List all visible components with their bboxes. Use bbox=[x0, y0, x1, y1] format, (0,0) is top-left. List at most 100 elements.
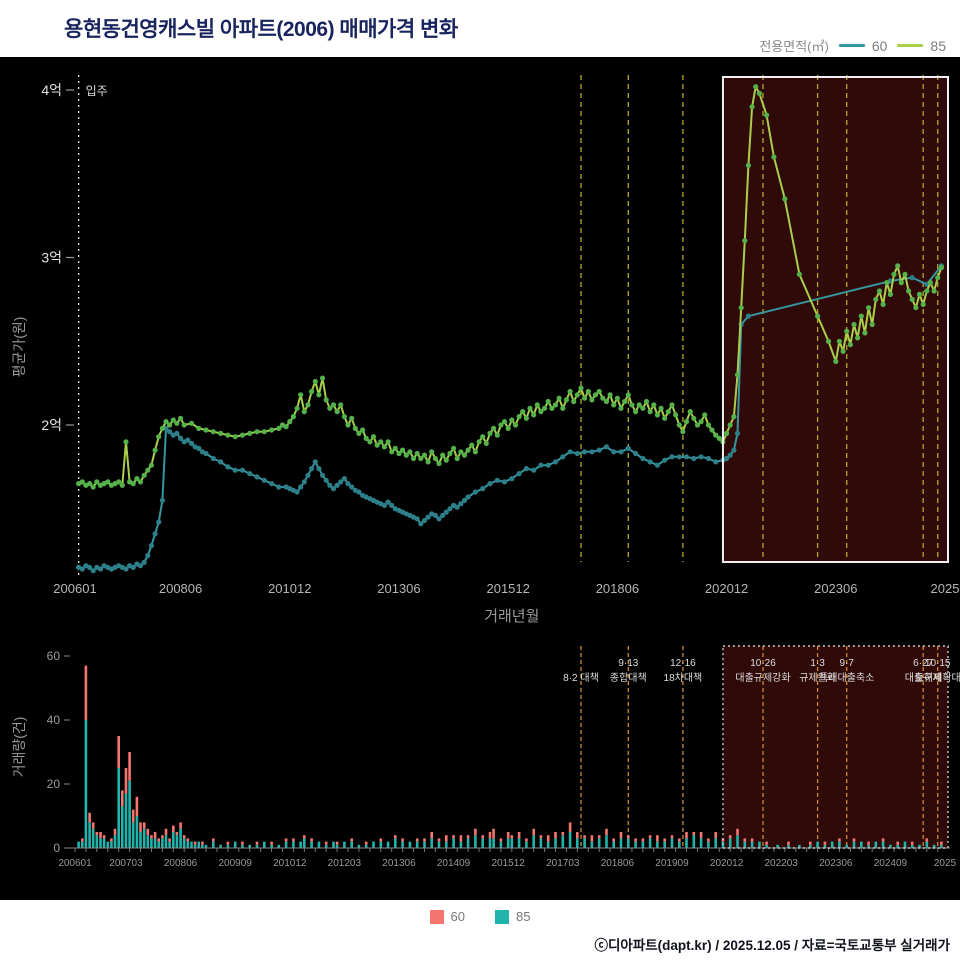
bar-85 bbox=[437, 841, 441, 848]
highlight-border bbox=[722, 645, 949, 849]
bar-85 bbox=[517, 838, 521, 848]
legend-item-60[interactable]: 60 bbox=[838, 38, 887, 54]
x-tick-label: 202012 bbox=[705, 581, 748, 596]
bar-85 bbox=[881, 841, 885, 848]
price-marker-85 bbox=[640, 405, 646, 411]
bar-85 bbox=[146, 835, 150, 848]
price-marker-85 bbox=[436, 460, 442, 467]
price-marker-85 bbox=[876, 288, 883, 294]
price-marker-85 bbox=[476, 439, 482, 445]
price-marker-85 bbox=[567, 388, 573, 395]
volume-bars[interactable] bbox=[77, 665, 943, 848]
price-marker-85 bbox=[79, 479, 85, 485]
price-marker-60 bbox=[611, 449, 617, 455]
price-marker-60 bbox=[440, 512, 446, 518]
price-marker-85 bbox=[665, 409, 671, 415]
bar-60 bbox=[113, 828, 117, 836]
bar-85 bbox=[84, 720, 88, 848]
bar-85 bbox=[310, 841, 313, 848]
price-marker-60 bbox=[669, 454, 675, 460]
bar-60 bbox=[175, 832, 179, 836]
bar-60 bbox=[146, 828, 150, 836]
price-marker-85 bbox=[432, 455, 438, 462]
price-marker-85 bbox=[298, 392, 304, 398]
bar-85 bbox=[110, 841, 113, 848]
bar-85 bbox=[175, 835, 179, 848]
bar-85 bbox=[91, 828, 95, 848]
price-marker-85 bbox=[167, 422, 173, 428]
price-marker-85 bbox=[694, 422, 701, 428]
volume-legend-item-85[interactable]: 85 bbox=[495, 909, 530, 924]
bar-60 bbox=[546, 835, 550, 842]
bar-85 bbox=[597, 838, 601, 848]
price-marker-60 bbox=[210, 455, 216, 462]
policy-label: 종합대책 bbox=[610, 672, 647, 684]
price-marker-85 bbox=[341, 414, 347, 420]
price-marker-85 bbox=[705, 422, 712, 428]
price-marker-85 bbox=[887, 291, 894, 297]
bar-60 bbox=[117, 736, 120, 768]
bar-60 bbox=[809, 841, 812, 845]
price-marker-85 bbox=[698, 419, 704, 425]
bar-60 bbox=[95, 832, 99, 836]
bar-85 bbox=[510, 838, 514, 848]
x-tick-label: 2025 bbox=[931, 581, 960, 596]
bar-85 bbox=[131, 822, 135, 848]
price-marker-60 bbox=[196, 445, 202, 451]
price-marker-85 bbox=[225, 432, 231, 438]
price-marker-85 bbox=[855, 335, 861, 341]
bar-60 bbox=[867, 841, 870, 845]
bar-85 bbox=[452, 838, 455, 848]
price-marker-60 bbox=[341, 476, 347, 482]
bar-85 bbox=[692, 835, 696, 848]
price-marker-60 bbox=[159, 497, 165, 503]
volume-legend-item-60[interactable]: 60 bbox=[429, 909, 465, 924]
price-marker-85 bbox=[400, 447, 406, 453]
price-marker-60 bbox=[334, 482, 340, 488]
bar-85 bbox=[128, 780, 131, 848]
price-chart[interactable]: 입주 2억 3억 4억 200601 200806 201012 201306 201512 20… bbox=[0, 57, 960, 632]
price-marker-60 bbox=[148, 543, 154, 549]
price-marker-85 bbox=[509, 417, 515, 423]
price-marker-60 bbox=[385, 499, 391, 505]
x-tick-label: 201806 bbox=[596, 581, 639, 596]
price-marker-85 bbox=[137, 479, 144, 485]
price-marker-85 bbox=[156, 434, 162, 440]
price-marker-85 bbox=[356, 430, 362, 436]
price-marker-85 bbox=[815, 313, 821, 319]
price-marker-85 bbox=[418, 455, 424, 462]
price-marker-85 bbox=[844, 328, 850, 334]
bar-85 bbox=[499, 841, 503, 848]
bar-85 bbox=[113, 835, 117, 848]
bar-60 bbox=[179, 822, 182, 829]
price-marker-85 bbox=[414, 450, 420, 457]
line-swatch-60-icon bbox=[838, 44, 865, 47]
x-tick-label: 201203 bbox=[328, 858, 362, 869]
price-marker-85 bbox=[880, 301, 886, 307]
price-marker-85 bbox=[469, 442, 475, 448]
legend-item-85[interactable]: 85 bbox=[897, 38, 946, 54]
price-marker-85 bbox=[571, 398, 577, 405]
bar-60 bbox=[714, 832, 717, 839]
price-marker-85 bbox=[316, 392, 322, 398]
price-marker-85 bbox=[501, 419, 508, 425]
price-marker-85 bbox=[782, 196, 788, 202]
bar-85 bbox=[364, 844, 368, 848]
header: 용현동건영캐스빌 아파트(2006) 매매가격 변화 전용면적(㎡) 60 85 bbox=[0, 0, 960, 57]
price-series-85 bbox=[76, 84, 945, 490]
bar-85 bbox=[910, 844, 914, 848]
bar-85 bbox=[153, 838, 157, 848]
y-tick-label: 4억 bbox=[41, 82, 62, 98]
price-series-60 bbox=[76, 263, 945, 574]
bar-85 bbox=[488, 838, 492, 848]
bar-60 bbox=[110, 838, 113, 842]
credit-text: ⓒ디아파트(dapt.kr) / 2025.12.05 / 자료=국토교통부 실… bbox=[594, 938, 950, 953]
price-marker-60 bbox=[338, 479, 344, 485]
bar-85 bbox=[255, 844, 259, 848]
bar-60 bbox=[121, 790, 124, 807]
price-marker-85 bbox=[410, 455, 417, 462]
bar-60 bbox=[641, 838, 645, 842]
x-tick-label: 200601 bbox=[58, 858, 92, 869]
x-tick-label: 202409 bbox=[874, 858, 908, 869]
volume-chart[interactable]: 8·2 대책 9·13 종합대책 12·16 18차대책 10·26 대출규제강화 1·3 규제… bbox=[0, 632, 960, 900]
